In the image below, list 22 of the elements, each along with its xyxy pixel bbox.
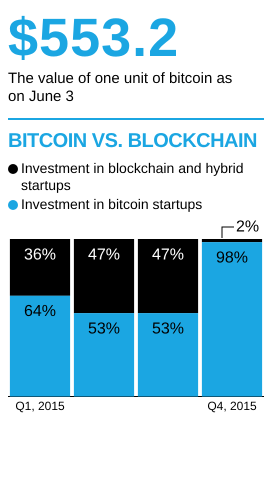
chart-title: BITCOIN VS. BLOCKCHAIN xyxy=(8,129,258,154)
bar xyxy=(10,239,70,296)
legend-label: Investment in bitcoin startups xyxy=(21,196,202,213)
x-tick-label: Q4, 2015 xyxy=(207,399,258,414)
legend-label: Investment in blockchain and hybrid startups xyxy=(21,160,245,194)
data-label: 2% xyxy=(236,218,260,236)
data-label: 47% xyxy=(152,246,184,264)
bar xyxy=(10,296,70,397)
text: The value of one unit of bitcoin as on June 3 xyxy=(8,70,234,106)
data-label: 36% xyxy=(24,246,56,264)
bar xyxy=(202,242,262,397)
data-label: 98% xyxy=(216,250,248,267)
bar xyxy=(74,239,134,314)
data-label: 53% xyxy=(152,320,184,338)
data-label: 64% xyxy=(24,303,56,320)
data-label: 53% xyxy=(88,320,120,338)
text: $553.2 xyxy=(8,8,180,68)
data-label: 47% xyxy=(88,246,120,264)
bar xyxy=(138,313,198,397)
bar xyxy=(138,239,198,314)
x-tick-label: Q1, 2015 xyxy=(15,399,66,414)
bar xyxy=(74,313,134,397)
